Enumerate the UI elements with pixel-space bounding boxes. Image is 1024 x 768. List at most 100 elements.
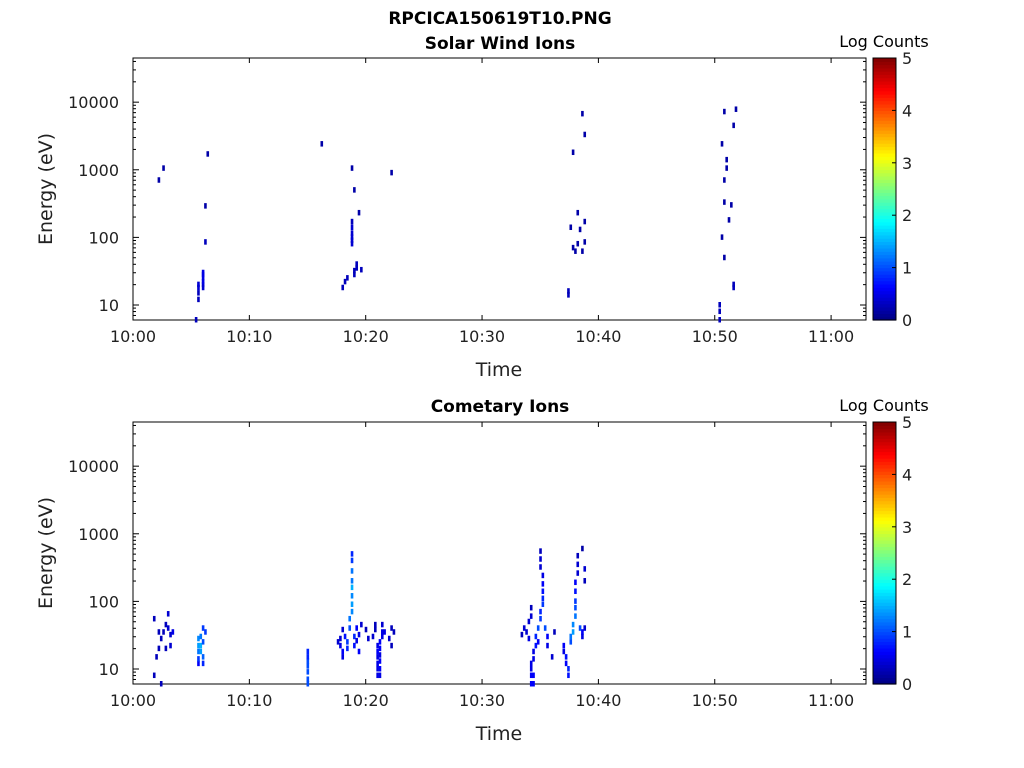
colorbar-segment <box>873 539 896 544</box>
x-tick-label: 10:30 <box>459 691 505 710</box>
heatmap-cell <box>350 608 354 615</box>
heatmap-cell <box>539 564 542 570</box>
colorbar-segment <box>873 651 896 656</box>
heatmap-cell <box>532 672 535 679</box>
colorbar-tick-label: 0 <box>902 311 912 330</box>
heatmap-cell <box>201 281 205 288</box>
heatmap-cell <box>539 556 542 562</box>
y-axis-label: Energy (eV) <box>35 133 57 245</box>
heatmap-cell <box>562 648 566 655</box>
colorbar-segment <box>873 149 896 154</box>
heatmap-cell <box>152 615 156 622</box>
heatmap-cell <box>546 642 549 649</box>
colorbar-segment <box>873 562 896 567</box>
heatmap-cell <box>367 635 370 642</box>
heatmap-cell <box>374 626 377 633</box>
colorbar-segment <box>873 444 896 449</box>
colorbar-segment <box>873 523 896 528</box>
heatmap-cell <box>720 234 724 240</box>
colorbar-segment <box>873 474 896 479</box>
heatmap-cell <box>536 625 540 631</box>
heatmap-cell <box>353 271 356 278</box>
heatmap-cell <box>155 654 158 660</box>
colorbar-segment <box>873 520 896 525</box>
colorbar-segment <box>873 139 896 144</box>
heatmap-cell <box>197 642 200 649</box>
colorbar-segment <box>873 107 896 111</box>
colorbar-segment <box>873 316 896 321</box>
colorbar-segment <box>873 487 896 492</box>
colorbar-segment <box>873 448 896 453</box>
heatmap-cell <box>723 108 726 115</box>
heatmap-cell <box>574 579 577 586</box>
heatmap-cell <box>553 629 556 635</box>
heatmap-cell <box>571 149 575 156</box>
y-axis-ticks: 10 100 1000 10000 <box>68 424 866 685</box>
heatmap-cell <box>157 645 161 652</box>
colorbar: 0 1 2 3 4 5 <box>872 49 912 330</box>
colorbar-segment <box>873 205 896 210</box>
heatmap-cell <box>197 648 200 655</box>
heatmap-cell <box>378 645 382 652</box>
heatmap-cell <box>341 654 345 660</box>
colorbar-segment <box>873 579 896 584</box>
colorbar-segment <box>873 152 896 157</box>
heatmap-cell <box>732 284 735 291</box>
heatmap-cell <box>350 578 354 584</box>
colorbar-segment <box>873 490 896 495</box>
colorbar-segment <box>873 241 896 246</box>
heatmap-cell <box>536 639 540 645</box>
colorbar-segment <box>873 611 896 616</box>
x-tick-label: 10:30 <box>459 327 505 346</box>
colorbar-segment <box>873 234 896 239</box>
colorbar-segment <box>873 526 896 531</box>
heatmap-cell <box>197 660 200 667</box>
heatmap-cells <box>157 106 738 323</box>
colorbar-tick-label: 2 <box>902 206 912 225</box>
colorbar-segment <box>873 283 896 288</box>
colorbar-segment <box>873 61 896 66</box>
colorbar-segment <box>873 441 896 446</box>
heatmap-cell <box>387 635 391 642</box>
colorbar-tick-label: 5 <box>902 49 912 68</box>
heatmap-cell <box>201 639 205 645</box>
heatmap-cell <box>576 209 580 216</box>
colorbar-segment <box>873 602 896 606</box>
y-axis-ticks: 10 100 1000 10000 <box>68 60 866 321</box>
colorbar-segment <box>873 277 896 282</box>
heatmap-cell <box>522 625 526 631</box>
heatmap-cell <box>390 625 393 631</box>
heatmap-cell <box>355 265 358 271</box>
heatmap-cell <box>336 639 340 645</box>
colorbar-tick-label: 1 <box>902 259 912 278</box>
heatmap-cell <box>357 631 361 638</box>
heatmap-cell <box>171 629 175 635</box>
heatmap-cell <box>380 629 384 635</box>
heatmap-cell <box>527 635 531 642</box>
heatmap-cell <box>578 625 582 631</box>
heatmap-cell <box>376 654 379 660</box>
heatmap-cell <box>350 551 354 557</box>
colorbar-segment <box>873 166 896 170</box>
heatmap-cell <box>353 267 356 274</box>
colorbar-segment <box>873 458 896 462</box>
colorbar-segment <box>873 293 896 298</box>
heatmap-cell <box>567 666 570 672</box>
heatmap-cell <box>162 629 165 635</box>
colorbar-segment <box>873 657 896 662</box>
colorbar-segment <box>873 247 896 252</box>
heatmap-cell <box>734 106 738 112</box>
plot-frame <box>132 57 867 321</box>
colorbar-segment <box>873 202 896 206</box>
colorbar-segment <box>873 454 896 459</box>
heatmap-cell <box>157 629 161 635</box>
colorbar-segment <box>873 100 896 105</box>
colorbar-segment <box>873 238 896 242</box>
heatmap-cell <box>725 165 728 171</box>
x-tick-label: 10:00 <box>110 691 156 710</box>
x-tick-label: 10:40 <box>575 691 621 710</box>
heatmap-cell <box>730 202 733 208</box>
colorbar-segment <box>873 87 896 92</box>
heatmap-cell <box>574 248 577 254</box>
colorbar-segment <box>873 566 896 570</box>
